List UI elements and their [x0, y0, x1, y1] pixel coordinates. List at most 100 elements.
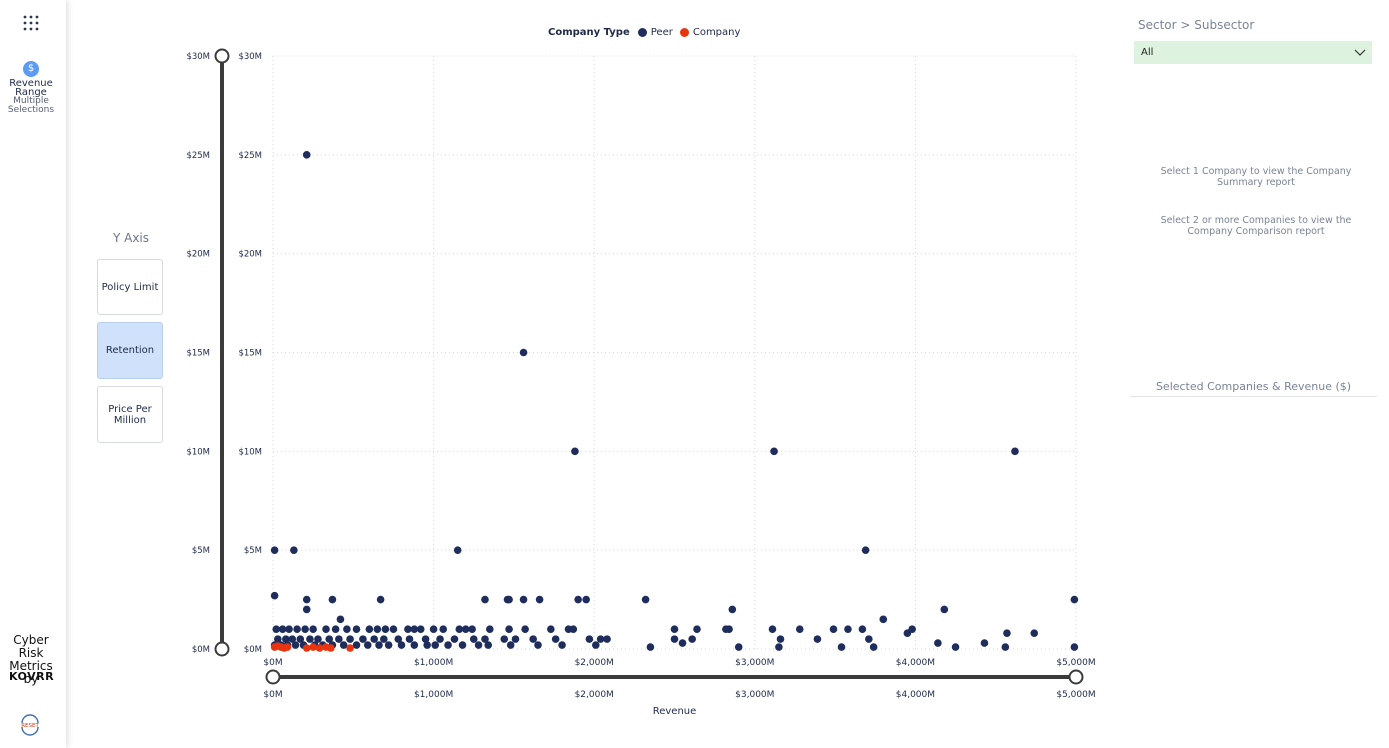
peer-point[interactable]	[389, 625, 398, 634]
peer-point[interactable]	[1011, 447, 1019, 456]
peer-point[interactable]	[505, 595, 513, 604]
peer-point[interactable]	[582, 595, 590, 604]
peer-point[interactable]	[879, 615, 888, 624]
peer-point[interactable]	[980, 639, 989, 647]
reset-button[interactable]: RESET	[18, 713, 42, 737]
peer-point[interactable]	[421, 635, 430, 643]
peer-point[interactable]	[535, 595, 544, 604]
peer-point[interactable]	[770, 447, 778, 456]
peer-point[interactable]	[861, 546, 870, 554]
peer-point[interactable]	[678, 639, 687, 647]
peer-point[interactable]	[940, 605, 949, 614]
sector-dropdown[interactable]: All	[1134, 41, 1372, 64]
peer-point[interactable]	[469, 635, 478, 643]
peer-point[interactable]	[278, 625, 287, 634]
peer-point[interactable]	[688, 635, 696, 643]
company-point[interactable]	[327, 644, 335, 652]
peer-point[interactable]	[410, 641, 419, 649]
peer-point[interactable]	[458, 641, 467, 649]
x-slider-max-handle[interactable]	[1068, 669, 1084, 685]
peer-point[interactable]	[439, 625, 448, 634]
peer-point[interactable]	[290, 546, 298, 554]
peer-point[interactable]	[768, 625, 777, 634]
peer-point[interactable]	[380, 635, 388, 643]
peer-point[interactable]	[450, 635, 459, 643]
peer-point[interactable]	[288, 635, 297, 643]
peer-point[interactable]	[534, 641, 542, 649]
peer-point[interactable]	[352, 641, 361, 649]
peer-point[interactable]	[359, 635, 367, 643]
peer-point[interactable]	[865, 635, 873, 643]
peer-point[interactable]	[306, 635, 314, 643]
peer-point[interactable]	[693, 625, 701, 634]
peer-point[interactable]	[521, 625, 529, 634]
peer-point[interactable]	[376, 595, 385, 604]
peer-point[interactable]	[301, 625, 309, 634]
peer-point[interactable]	[558, 641, 566, 649]
peer-point[interactable]	[569, 625, 578, 634]
peer-point[interactable]	[1070, 643, 1079, 651]
peer-point[interactable]	[270, 546, 279, 554]
peer-point[interactable]	[293, 625, 301, 634]
peer-point[interactable]	[397, 641, 406, 649]
peer-point[interactable]	[734, 643, 743, 651]
peer-point[interactable]	[592, 641, 600, 649]
peer-point[interactable]	[519, 595, 528, 604]
y-slider-max-handle[interactable]	[214, 48, 230, 64]
peer-point[interactable]	[585, 635, 594, 643]
peer-point[interactable]	[291, 641, 300, 649]
company-point[interactable]	[315, 644, 324, 652]
peer-point[interactable]	[571, 447, 579, 456]
peer-point[interactable]	[314, 635, 322, 643]
peer-point[interactable]	[481, 635, 489, 643]
peer-point[interactable]	[670, 635, 679, 643]
peer-point[interactable]	[302, 605, 311, 614]
y-axis-option-policy-limit[interactable]: Policy Limit	[97, 259, 163, 315]
company-point[interactable]	[283, 643, 292, 651]
peer-point[interactable]	[282, 635, 290, 643]
peer-point[interactable]	[728, 605, 737, 614]
y-axis-option-retention[interactable]: Retention	[97, 322, 163, 379]
peer-point[interactable]	[336, 615, 345, 624]
peer-point[interactable]	[352, 625, 361, 634]
peer-point[interactable]	[858, 625, 867, 634]
peer-point[interactable]	[474, 641, 483, 649]
peer-point[interactable]	[436, 635, 444, 643]
peer-point[interactable]	[274, 635, 282, 643]
peer-point[interactable]	[519, 348, 528, 357]
peer-point[interactable]	[725, 625, 733, 634]
revenue-range-icon[interactable]: $	[23, 61, 39, 77]
peer-point[interactable]	[285, 625, 293, 634]
peer-point[interactable]	[339, 641, 348, 649]
peer-point[interactable]	[641, 595, 650, 604]
y-axis-option-price-per-million[interactable]: Price Per Million	[97, 386, 163, 443]
peer-point[interactable]	[776, 635, 785, 643]
peer-point[interactable]	[331, 625, 340, 634]
peer-point[interactable]	[461, 625, 470, 634]
peer-point[interactable]	[363, 641, 372, 649]
peer-point[interactable]	[951, 643, 960, 651]
peer-point[interactable]	[646, 643, 655, 651]
peer-point[interactable]	[1030, 629, 1039, 637]
peer-point[interactable]	[384, 641, 393, 649]
peer-point[interactable]	[547, 625, 555, 634]
y-slider-min-handle[interactable]	[214, 641, 230, 657]
peer-point[interactable]	[481, 595, 489, 604]
peer-point[interactable]	[455, 625, 464, 634]
peer-point[interactable]	[844, 625, 852, 634]
peer-point[interactable]	[296, 635, 305, 643]
peer-point[interactable]	[670, 625, 679, 634]
peer-point[interactable]	[404, 625, 412, 634]
peer-point[interactable]	[322, 625, 330, 634]
peer-point[interactable]	[335, 635, 343, 643]
peer-point[interactable]	[500, 635, 509, 643]
peer-point[interactable]	[903, 629, 912, 637]
peer-point[interactable]	[309, 625, 317, 634]
peer-point[interactable]	[775, 643, 783, 651]
peer-point[interactable]	[1001, 643, 1010, 651]
revenue-range-filter[interactable]: Revenue Range Multiple Selections	[0, 79, 62, 115]
peer-point[interactable]	[574, 595, 582, 604]
peer-point[interactable]	[596, 635, 605, 643]
peer-point[interactable]	[270, 591, 279, 600]
peer-point[interactable]	[837, 643, 846, 651]
